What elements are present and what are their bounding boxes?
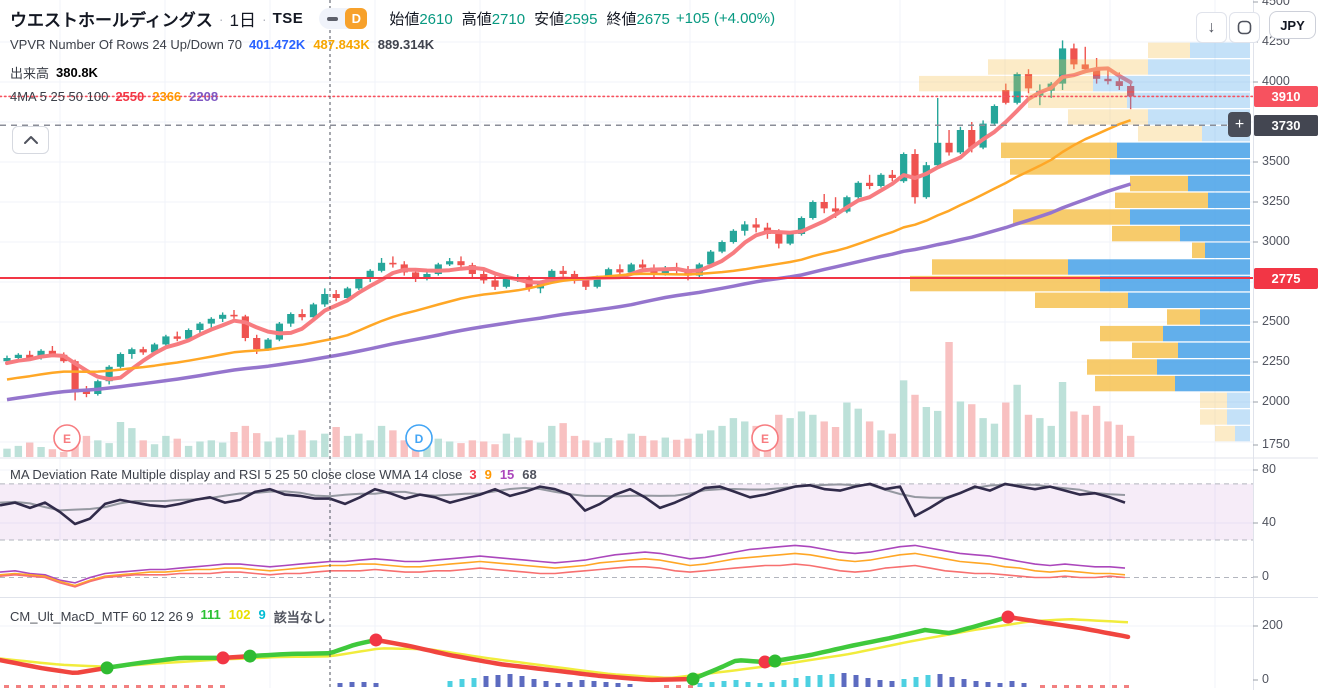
title-separator: · — [261, 10, 267, 27]
ma5-line — [5, 66, 1133, 382]
symbol-title[interactable]: ウエストホールディングス — [10, 11, 213, 30]
axis-tick-label: 2250 — [1262, 354, 1290, 368]
chevron-up-icon — [23, 136, 38, 144]
legend-value: 487.843K — [313, 37, 370, 52]
volume-legend-row: 出来高 380.8K — [10, 63, 98, 82]
legend-value: 2550 — [115, 89, 145, 104]
macd-legend-row: CM_Ult_MacD_MTF 60 12 26 9 111 102 9 該当なし — [10, 607, 326, 626]
legend-value: 68 — [522, 467, 537, 482]
price-badge-3730[interactable]: 3730 — [1254, 114, 1318, 136]
axis-tick-label: 0 — [1262, 672, 1269, 686]
rsi-line — [0, 482, 1126, 526]
plus-icon: + — [1234, 115, 1245, 133]
minus-icon — [319, 16, 345, 21]
exchange-label[interactable]: TSE — [272, 10, 304, 27]
ohlc-values: 始値2610 高値2710 安値2595 終値2675 — [389, 8, 670, 29]
interval-label[interactable]: 1日 — [229, 11, 256, 30]
macd-legend-name[interactable]: CM_Ult_MacD_MTF 60 12 26 9 — [10, 609, 194, 624]
currency-selector[interactable]: JPY — [1269, 11, 1316, 39]
svg-text:E: E — [63, 432, 71, 446]
ma50-line — [6, 182, 1132, 402]
legend-value: 111 — [200, 607, 221, 622]
axis-tick-label: 40 — [1262, 515, 1276, 529]
axis-tick-label: 2500 — [1262, 314, 1290, 328]
symbol-legend-row: ウエストホールディングス · 1日 · TSE D 始値2610 高値2710 安値… — [10, 6, 775, 31]
ma25-line — [6, 119, 1132, 381]
ohlc-pair: 安値2595 — [534, 11, 598, 28]
macd-signal-line — [0, 618, 1129, 680]
legend-value: 401.472K — [248, 37, 306, 52]
rsi-legend-row: MA Deviation Rate Multiple display and R… — [10, 467, 537, 482]
legend-value: 該当なし — [273, 610, 326, 625]
axis-tick-label: 4500 — [1262, 0, 1290, 8]
legend-value: 9 — [258, 607, 266, 622]
ma-legend-name[interactable]: 4MA 5 25 50 100 — [10, 89, 109, 104]
download-button[interactable]: ↓ — [1196, 12, 1227, 43]
vpvr-legend-values: 401.472K 487.843K 889.314K — [249, 37, 434, 52]
legend-value: 2366 — [152, 89, 182, 104]
price-badge-2775[interactable]: 2775 — [1254, 267, 1318, 289]
title-separator: · — [218, 10, 224, 27]
fullscreen-button[interactable] — [1229, 12, 1260, 43]
legend-value: 889.314K — [377, 37, 435, 52]
price-badge-3910[interactable]: 3910 — [1254, 85, 1318, 107]
svg-text:E: E — [761, 432, 769, 446]
axis-tick-label: 80 — [1262, 462, 1276, 476]
vpvr-legend-row: VPVR Number Of Rows 24 Up/Down 70 401.47… — [10, 37, 434, 52]
axis-tick-label: 3500 — [1262, 154, 1290, 168]
axis-tick-label: 4000 — [1262, 74, 1290, 88]
price-change: +105 (+4.00%) — [675, 10, 776, 27]
legend-value: 2208 — [189, 89, 219, 104]
axis-tick-label: 2000 — [1262, 394, 1290, 408]
ohlc-pair: 高値2710 — [461, 11, 526, 28]
vpvr-legend-name[interactable]: VPVR Number Of Rows 24 Up/Down 70 — [10, 37, 242, 52]
legend-value: 3 — [469, 467, 477, 482]
ma-legend-values: 2550 2366 2208 — [115, 89, 218, 104]
legend-value: 102 — [228, 607, 251, 622]
legend-value: 15 — [499, 467, 515, 482]
axis-tick-label: 3250 — [1262, 194, 1290, 208]
ma-legend-row: 4MA 5 25 50 100 2550 2366 2208 — [10, 89, 218, 104]
axis-tick-label: 0 — [1262, 569, 1269, 583]
volume-legend-value: 380.8K — [56, 65, 98, 80]
axis-tick-label: 1750 — [1262, 437, 1290, 451]
ohlc-pair: 始値2610 — [389, 11, 453, 28]
volume-profile — [910, 42, 1250, 442]
volume-legend-name[interactable]: 出来高 — [10, 66, 50, 81]
rsi-legend-values: 3 9 15 68 — [469, 467, 536, 482]
volume-bars — [3, 342, 1135, 457]
ohlc-pair: 終値2675 — [606, 11, 670, 28]
rsi-legend-name[interactable]: MA Deviation Rate Multiple display and R… — [10, 467, 463, 482]
macd-legend-values: 111 102 9 該当なし — [201, 607, 326, 626]
macd-pane — [0, 610, 1131, 688]
legend-collapse-toggle[interactable]: D — [319, 8, 368, 29]
legend-value: 9 — [484, 467, 492, 482]
pane-collapse-button[interactable] — [12, 126, 49, 154]
rsi-pane — [0, 482, 1253, 588]
currency-label: JPY — [1280, 17, 1305, 33]
fullscreen-icon — [1237, 20, 1252, 35]
add-alert-plus-button[interactable]: + — [1228, 112, 1251, 137]
gridlines — [0, 0, 1253, 688]
axis-tick-label: 3000 — [1262, 234, 1290, 248]
download-icon: ↓ — [1207, 18, 1216, 36]
daily-interval-badge[interactable]: D — [345, 8, 368, 29]
svg-text:D: D — [415, 432, 424, 446]
axis-tick-label: 200 — [1262, 618, 1283, 632]
